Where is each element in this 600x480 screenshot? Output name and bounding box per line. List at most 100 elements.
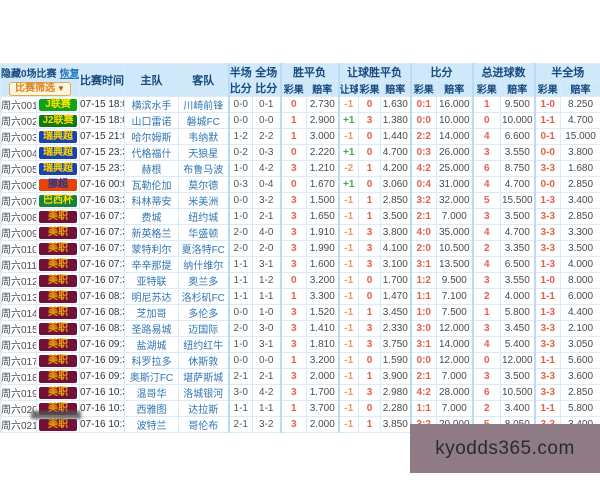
home-team-link[interactable]: 新英格兰: [124, 224, 179, 241]
league-badge-label[interactable]: 巴西杯: [39, 194, 77, 207]
league-badge[interactable]: 美职: [36, 240, 80, 257]
away-team-link[interactable]: 华盛顿: [178, 224, 229, 241]
league-badge[interactable]: 美职: [36, 304, 80, 321]
away-team-link[interactable]: 莫尔德: [178, 176, 229, 193]
league-badge-label[interactable]: 美职: [39, 370, 77, 383]
home-team-link[interactable]: 代格福什: [124, 144, 179, 161]
away-team-link[interactable]: 川崎前锋: [183, 101, 224, 112]
league-badge[interactable]: 美职: [36, 368, 80, 385]
away-team-link[interactable]: 米美洲: [188, 197, 219, 208]
league-badge[interactable]: 美职: [36, 256, 80, 273]
home-team-link[interactable]: 亚特联: [124, 272, 179, 289]
league-badge[interactable]: 美职: [36, 208, 80, 225]
league-badge-label[interactable]: 美职: [39, 226, 77, 239]
away-team-link[interactable]: 天狼星: [178, 144, 229, 161]
league-badge[interactable]: 美职: [36, 416, 80, 433]
away-team-link[interactable]: 布鲁马波: [178, 160, 229, 177]
league-badge[interactable]: 美职: [36, 336, 80, 353]
league-badge-label[interactable]: 美职: [39, 354, 77, 367]
match-filter-button[interactable]: 比赛筛选 ▼: [9, 81, 71, 96]
home-team-link[interactable]: 温哥华: [124, 384, 179, 401]
league-badge-label[interactable]: 美职: [39, 274, 77, 287]
away-team-link[interactable]: 韦纳默: [178, 128, 229, 145]
away-team-link[interactable]: 洛城银河: [178, 384, 229, 401]
away-team-link[interactable]: 夏洛特FC: [178, 240, 229, 257]
away-team-link[interactable]: 纳什维尔: [178, 256, 229, 273]
league-badge-label[interactable]: 美职: [39, 322, 77, 335]
league-badge[interactable]: 美职: [36, 320, 80, 337]
home-team-link[interactable]: 波特兰: [124, 416, 179, 433]
away-team-link[interactable]: 纽约红牛: [178, 336, 229, 353]
home-team-link[interactable]: 山口雷诺: [131, 117, 172, 128]
away-team-link[interactable]: 洛杉矶FC: [181, 293, 225, 304]
home-team-link[interactable]: 横滨水手: [131, 101, 172, 112]
away-team-link[interactable]: 川崎前锋: [178, 96, 229, 113]
home-team-link[interactable]: 哈尔姆斯: [124, 128, 179, 145]
home-team-link[interactable]: 蒙特利尔: [131, 245, 172, 256]
away-team-link[interactable]: 纳什维尔: [183, 261, 224, 272]
home-team-link[interactable]: 赫根: [141, 165, 162, 176]
league-badge[interactable]: 美职: [36, 288, 80, 305]
league-badge[interactable]: 美职: [36, 224, 80, 241]
league-badge-label[interactable]: 美职: [39, 242, 77, 255]
league-badge-label[interactable]: 瑞典超: [39, 146, 77, 159]
away-team-link[interactable]: 哥伦布: [178, 416, 229, 433]
home-team-link[interactable]: 科林蒂安: [131, 197, 172, 208]
home-team-link[interactable]: 盐湖城: [136, 341, 167, 352]
league-badge[interactable]: 瑞典超: [36, 160, 80, 177]
home-team-link[interactable]: 明尼苏达: [131, 293, 172, 304]
league-badge-label[interactable]: J联赛: [39, 98, 77, 111]
league-badge-label[interactable]: 美职: [39, 338, 77, 351]
home-team-link[interactable]: 西雅图: [124, 400, 179, 417]
away-team-link[interactable]: 磐城FC: [178, 112, 229, 129]
home-team-link[interactable]: 明尼苏达: [124, 288, 179, 305]
away-team-link[interactable]: 哥伦布: [188, 421, 219, 432]
league-badge[interactable]: 美职: [36, 272, 80, 289]
home-team-link[interactable]: 圣路易城: [131, 325, 172, 336]
away-team-link[interactable]: 堪萨斯城: [183, 373, 224, 384]
league-badge[interactable]: 巴西杯: [36, 192, 80, 209]
away-team-link[interactable]: 洛杉矶FC: [178, 288, 229, 305]
restore-link[interactable]: 恢复: [59, 68, 80, 80]
league-badge-label[interactable]: 瑞典超: [39, 130, 77, 143]
league-badge-label[interactable]: 美职: [39, 418, 77, 431]
home-team-link[interactable]: 山口雷诺: [124, 112, 179, 129]
home-team-link[interactable]: 辛辛那提: [124, 256, 179, 273]
league-badge-label[interactable]: J2联赛: [39, 114, 77, 127]
home-team-link[interactable]: 奥斯汀FC: [124, 368, 179, 385]
league-badge[interactable]: 瑞典超: [36, 144, 80, 161]
home-team-link[interactable]: 瓦勒伦加: [124, 176, 179, 193]
away-team-link[interactable]: 磐城FC: [186, 117, 220, 128]
league-badge[interactable]: 美职: [36, 352, 80, 369]
home-team-link[interactable]: 费城: [124, 208, 179, 225]
home-team-link[interactable]: 波特兰: [136, 421, 167, 432]
away-team-link[interactable]: 堪萨斯城: [178, 368, 229, 385]
home-team-link[interactable]: 费城: [141, 213, 162, 224]
away-team-link[interactable]: 奥兰多: [188, 277, 219, 288]
away-team-link[interactable]: 多伦多: [178, 304, 229, 321]
away-team-link[interactable]: 迈国际: [188, 325, 219, 336]
away-team-link[interactable]: 达拉斯: [178, 400, 229, 417]
away-team-link[interactable]: 洛城银河: [183, 389, 224, 400]
home-team-link[interactable]: 圣路易城: [124, 320, 179, 337]
away-team-link[interactable]: 休斯敦: [188, 357, 219, 368]
league-badge[interactable]: 瑞典超: [36, 128, 80, 145]
league-badge[interactable]: J联赛: [36, 96, 80, 113]
home-team-link[interactable]: 蒙特利尔: [124, 240, 179, 257]
league-badge[interactable]: J2联赛: [36, 112, 80, 129]
home-team-link[interactable]: 赫根: [124, 160, 179, 177]
away-team-link[interactable]: 多伦多: [188, 309, 219, 320]
home-team-link[interactable]: 奥斯汀FC: [129, 373, 174, 384]
league-badge[interactable]: 美职: [36, 384, 80, 401]
away-team-link[interactable]: 休斯敦: [178, 352, 229, 369]
away-team-link[interactable]: 布鲁马波: [183, 165, 224, 176]
league-badge-label[interactable]: 美职: [39, 290, 77, 303]
home-team-link[interactable]: 西雅图: [136, 405, 167, 416]
league-badge-label[interactable]: 美职: [39, 258, 77, 271]
league-badge-label[interactable]: 美职: [39, 386, 77, 399]
home-team-link[interactable]: 横滨水手: [124, 96, 179, 113]
away-team-link[interactable]: 莫尔德: [188, 181, 219, 192]
away-team-link[interactable]: 迈国际: [178, 320, 229, 337]
home-team-link[interactable]: 科罗拉多: [124, 352, 179, 369]
league-badge-label[interactable]: 美职: [39, 306, 77, 319]
